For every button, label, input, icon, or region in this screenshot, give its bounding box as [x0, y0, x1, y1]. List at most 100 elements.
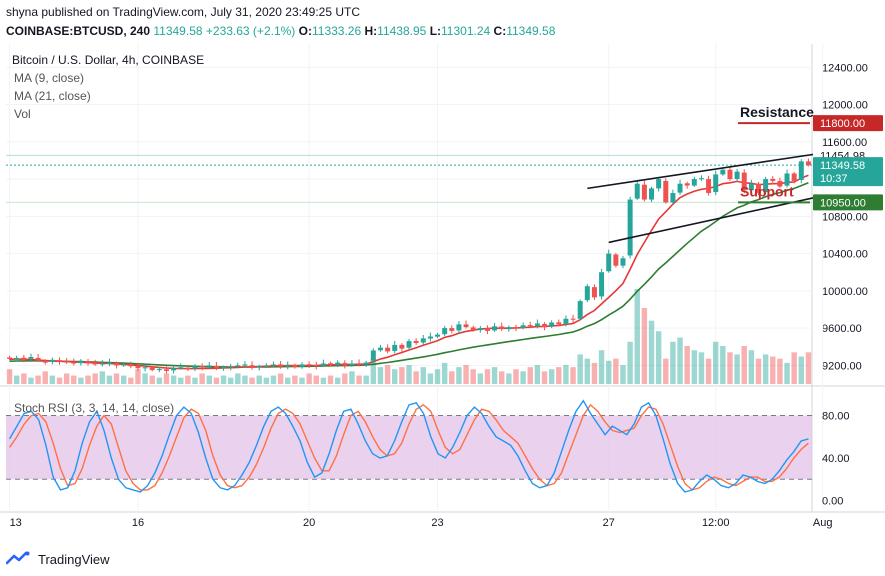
volume-bar	[313, 375, 319, 384]
volume-bar	[342, 373, 348, 384]
indicator-legend-item: Vol	[14, 107, 31, 121]
volume-bar	[242, 375, 248, 384]
volume-bar	[441, 362, 448, 384]
close-value: 11349.58	[506, 24, 556, 38]
volume-bar	[185, 375, 191, 384]
candle-body	[114, 363, 120, 366]
candle-body	[763, 179, 769, 193]
candle-body	[791, 173, 797, 181]
volume-bar	[56, 377, 63, 384]
candle-body	[49, 359, 55, 362]
volume-bar	[377, 367, 384, 384]
volume-bar	[534, 365, 541, 384]
ohlc-line: COINBASE:BTCUSD, 240 11349.58 +233.63 (+…	[6, 24, 555, 38]
volume-bar	[106, 375, 113, 384]
volume-bar	[420, 367, 426, 384]
support-label: Support	[740, 183, 794, 199]
volume-bar	[456, 367, 462, 384]
volume-bar	[220, 375, 227, 384]
volume-bar	[762, 354, 769, 384]
rsi-tick-label: 80.00	[822, 411, 850, 423]
candle-body	[570, 318, 576, 320]
volume-bar	[235, 373, 241, 384]
candle-body	[406, 341, 412, 348]
volume-bar	[677, 337, 683, 384]
btcusd-chart[interactable]: 9200.00 9600.00 10000.00 10400.00 10800.00 11…	[0, 44, 885, 544]
candle-body	[798, 161, 804, 180]
volume-bar	[648, 320, 655, 384]
candle-body	[741, 172, 747, 191]
price-tick-label: 10000.00	[822, 286, 868, 298]
candle-body	[556, 322, 562, 325]
chart-title: Bitcoin / U.S. Dollar, 4h, COINBASE	[12, 53, 204, 67]
volume-bar	[320, 377, 327, 384]
candle-body	[470, 327, 476, 330]
volume-bar	[584, 358, 591, 384]
candle-body	[613, 254, 619, 266]
candle-body	[263, 365, 269, 367]
volume-bar	[6, 369, 13, 384]
candle-body	[78, 360, 84, 364]
volume-bar	[705, 358, 712, 384]
volume-bar	[120, 375, 127, 384]
volume-bar	[798, 356, 805, 384]
volume-bar	[170, 375, 177, 384]
candle-body	[691, 179, 697, 186]
volume-bar	[92, 373, 98, 384]
candle-body	[720, 169, 726, 175]
volume-bar	[520, 371, 526, 384]
candle-body	[278, 364, 284, 367]
chart-header: shyna published on TradingView.com, July…	[0, 0, 885, 44]
candle-body	[713, 174, 719, 193]
volume-bar	[299, 377, 305, 384]
volume-bar	[256, 375, 262, 384]
candle-body	[249, 365, 255, 368]
price-tick-label: 12400.00	[822, 62, 868, 74]
volume-bar	[78, 377, 84, 384]
volume-bar	[384, 365, 391, 384]
volume-bar	[42, 371, 48, 384]
volume-bar	[35, 375, 41, 384]
volume-bar	[21, 373, 27, 384]
volume-bar	[741, 346, 747, 384]
volume-bar	[720, 346, 726, 384]
candle-body	[577, 301, 583, 319]
candle-body	[21, 357, 27, 360]
candle-body	[106, 362, 112, 364]
candle-body	[35, 357, 41, 361]
candle-body	[606, 253, 612, 272]
volume-bar	[449, 371, 455, 384]
ma21-line	[9, 182, 809, 368]
candle-body	[435, 334, 441, 337]
candle-body	[677, 183, 683, 193]
candle-body	[591, 287, 597, 298]
volume-bar	[213, 377, 220, 384]
candle-body	[313, 365, 319, 367]
candle-body	[306, 364, 312, 366]
candle-body	[449, 328, 455, 331]
candle-body	[256, 366, 262, 368]
volume-bar	[192, 377, 198, 384]
candle-body	[228, 366, 234, 368]
symbol-label: COINBASE:BTCUSD, 240	[6, 24, 151, 38]
open-label: O:	[298, 24, 312, 38]
candle-body	[506, 327, 512, 330]
volume-bar	[663, 358, 669, 384]
volume-bar	[805, 352, 812, 384]
candle-body	[370, 350, 376, 361]
candle-body	[420, 338, 426, 343]
rsi-tick-label: 0.00	[822, 496, 843, 508]
volume-bar	[577, 354, 583, 384]
volume-bar	[527, 367, 533, 384]
candle-body	[178, 367, 184, 369]
candle-body	[563, 318, 569, 324]
tradingview-footer[interactable]: TradingView	[6, 548, 110, 570]
tradingview-brand: TradingView	[38, 551, 110, 567]
time-tick-label: 27	[603, 517, 615, 529]
candle-body	[192, 366, 198, 369]
tradingview-logo-icon	[6, 551, 30, 565]
volume-bar	[670, 341, 676, 384]
volume-bar	[178, 377, 184, 384]
candle-body	[163, 369, 169, 371]
price-axis-badge-bg	[813, 194, 883, 211]
